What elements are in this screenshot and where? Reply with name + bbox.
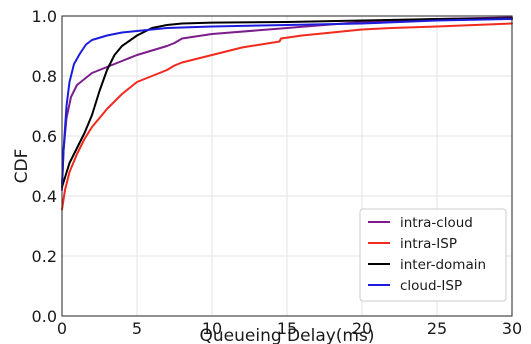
x-tick-label: 30 xyxy=(502,319,522,338)
x-tick-label: 25 xyxy=(427,319,447,338)
y-tick-label: 0.6 xyxy=(32,127,57,146)
series-lines xyxy=(61,16,513,211)
x-tick-label: 5 xyxy=(132,319,142,338)
legend-label: inter-domain xyxy=(400,257,486,273)
x-tick-label: 15 xyxy=(277,319,297,338)
legend-label: intra-ISP xyxy=(400,236,457,252)
y-tick-label: 0.8 xyxy=(32,67,57,86)
x-tick-label: 0 xyxy=(57,319,67,338)
y-tick-label: 0.0 xyxy=(32,307,57,326)
y-tick-label: 0.4 xyxy=(32,187,57,206)
series-line-cloud-ISP xyxy=(61,18,513,185)
x-axis-label: Queueing Delay(ms) xyxy=(200,326,375,344)
legend-label: cloud-ISP xyxy=(400,278,462,294)
y-tick-labels: 0.0 0.2 0.4 0.6 0.8 1.0 xyxy=(32,7,57,326)
series-line-intra-ISP xyxy=(61,22,513,211)
y-axis-label: CDF xyxy=(12,149,32,184)
x-tick-labels: 0 5 10 15 20 25 30 xyxy=(57,319,522,338)
x-tick-label: 10 xyxy=(202,319,222,338)
legend-box xyxy=(359,208,507,302)
y-tick-label: 0.2 xyxy=(32,247,57,266)
series-line-intra-cloud xyxy=(61,16,513,191)
series-line-inter-domain xyxy=(61,17,513,188)
y-tick-label: 1.0 xyxy=(32,7,57,26)
plot-frame xyxy=(61,15,513,317)
legend-label: intra-cloud xyxy=(400,215,473,231)
legend: intra-cloud intra-ISP inter-domain cloud-IS… xyxy=(359,208,507,302)
x-tick-label: 20 xyxy=(352,319,372,338)
